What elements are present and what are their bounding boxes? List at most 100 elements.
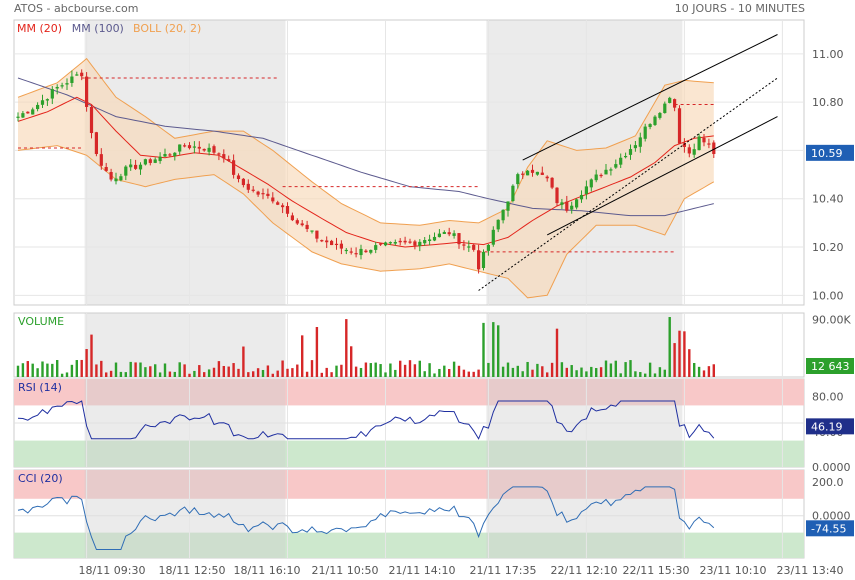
volume-bar [350,346,353,377]
volume-bar [443,365,446,377]
volume-bar [438,368,441,377]
volume-bar [301,335,304,377]
candle-down [330,240,334,246]
rsi-y-tick-label: 0.0000 [812,461,851,474]
candle-up [624,155,628,158]
volume-bar [526,361,529,377]
volume-bar [325,367,328,377]
x-axis-time-label: 18/11 16:10 [234,564,301,577]
volume-bar [114,362,118,377]
volume-bar [462,369,466,377]
volume-bar [683,331,686,377]
volume-bar [252,371,255,377]
candle-up [619,157,623,165]
volume-bar [51,363,54,377]
volume-bar [379,364,382,377]
candle-up [423,240,427,244]
candle-up [486,244,490,251]
volume-bar [183,364,186,377]
volume-bar [80,359,83,377]
candle-up [138,164,143,170]
x-axis-time-label: 21/11 14:10 [389,564,456,577]
candle-up [192,146,196,148]
volume-bar [678,330,681,377]
candle-down [477,250,481,270]
volume-bar [697,366,701,377]
volume-bar [100,360,103,377]
x-axis-time-label: 18/11 12:50 [159,564,226,577]
volume-bar [506,362,510,377]
candle-up [501,209,505,221]
candle-down [290,215,294,221]
candle-down [104,167,108,171]
candle-down [85,76,89,107]
chart-header-title: ATOS - abcbourse.com [14,2,138,15]
trend-channel-line [546,116,778,236]
candle-up [648,124,652,128]
candle-up [692,149,696,155]
candle-up [437,233,441,238]
candle-down [109,172,113,180]
candle-up [374,245,378,250]
legend-item: MM (100) [72,22,124,35]
candle-up [143,159,147,165]
candle-down [462,244,466,246]
candle-down [521,173,525,175]
candle-up [65,83,69,85]
candle-down [281,205,285,208]
candle-up [173,152,177,157]
volume-bar [418,360,421,377]
volume-bar [555,328,559,377]
candle-up [70,76,74,83]
volume-bar [433,373,436,377]
candle-down [187,145,192,149]
volume-bar [60,373,64,377]
volume-bar [384,372,387,377]
volume-bar [693,363,696,377]
candle-down [300,223,304,226]
volume-bar [340,364,343,377]
candle-up [638,137,642,147]
volume-bar [105,372,108,377]
volume-bar [188,373,191,377]
trend-channel-line [522,34,778,161]
candle-up [614,164,618,168]
candle-up [481,251,486,268]
candle-up [418,241,422,246]
volume-bar [178,362,181,377]
volume-bar [408,360,412,377]
candle-up [570,205,574,210]
volume-bar [403,364,407,377]
volume-bar [85,349,88,377]
price-y-tick-label: 10.20 [812,241,844,254]
x-axis-time-label: 21/11 10:50 [312,564,379,577]
candle-up [653,116,657,125]
volume-bar [585,371,588,377]
volume-bar [614,360,617,377]
candle-up [452,233,456,236]
candle-down [202,148,206,151]
candle-down [364,250,368,253]
candle-up [633,145,637,149]
candle-down [94,132,98,155]
volume-bar [158,372,162,377]
session-shade-1 [486,470,683,558]
rsi-last-value: 46.19 [811,420,843,433]
volume-title: VOLUME [18,315,64,328]
candle-up [16,116,20,118]
volume-bar [702,370,706,377]
candle-up [628,149,633,155]
candle-up [119,176,123,181]
cci-last-badge [806,520,854,537]
candle-up [383,242,388,246]
legend-item: BOLL (20, 2) [133,22,201,35]
cci-title: CCI (20) [18,472,63,485]
volume-bar [668,317,671,377]
volume-bar [271,373,274,377]
candle-up [697,136,701,151]
candle-down [227,159,231,162]
volume-bar [90,334,93,377]
volume-bar [286,368,289,377]
candle-up [359,248,363,256]
volume-bar [707,366,711,377]
